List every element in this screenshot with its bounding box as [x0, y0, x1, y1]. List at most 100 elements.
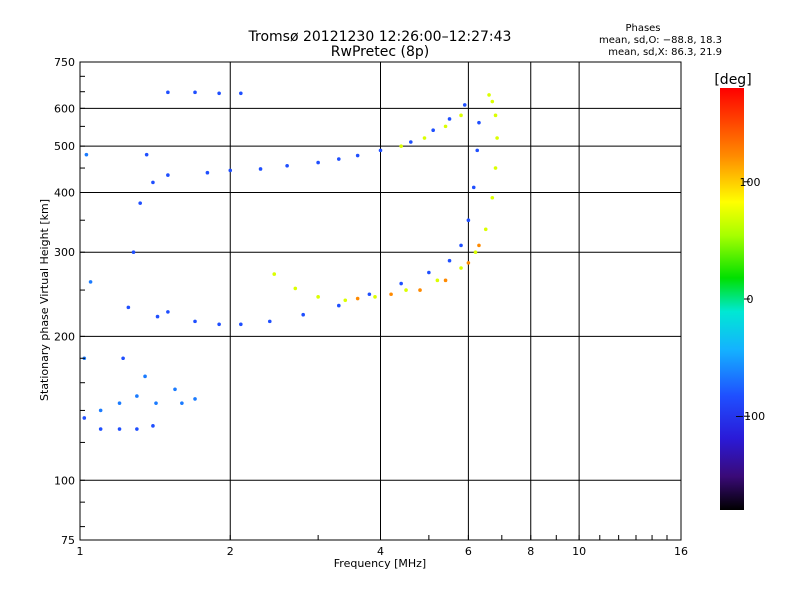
data-point: [166, 310, 170, 314]
data-point: [84, 152, 89, 157]
data-point: [144, 152, 149, 157]
data-point: [126, 305, 131, 310]
data-point: [355, 296, 360, 301]
y-tick-label: 200: [54, 330, 75, 343]
data-point: [399, 144, 403, 148]
data-point: [117, 401, 122, 405]
data-point: [473, 250, 478, 255]
y-ticks: 75 100 200 300 400 500 600 750: [54, 56, 85, 547]
stats-heading: Phases: [625, 23, 660, 34]
data-point: [193, 397, 197, 401]
data-point: [408, 140, 413, 144]
x-tick-label: 10: [572, 545, 586, 558]
data-point: [378, 148, 383, 153]
chart-title: Tromsø 20121230 12:26:00–12:27:43: [248, 29, 512, 45]
colorbar-label: [deg]: [714, 72, 751, 88]
y-tick-label: 750: [54, 56, 75, 69]
data-point: [483, 227, 488, 232]
data-point: [151, 180, 155, 185]
data-point: [267, 319, 272, 324]
stats-o-mode: mean, sd,O: −88.8, 18.3: [599, 35, 722, 46]
data-point: [373, 295, 377, 299]
x-axis-label: Frequency [MHz]: [334, 557, 426, 570]
data-point: [98, 427, 103, 431]
data-point: [443, 124, 448, 129]
data-point: [180, 401, 184, 405]
data-point: [462, 103, 467, 107]
data-point: [435, 278, 440, 283]
data-point: [493, 166, 498, 170]
data-point: [217, 91, 221, 96]
data-point: [193, 90, 197, 95]
colorbar-tick-label: −100: [735, 410, 765, 423]
x-tick-label: 16: [674, 545, 688, 558]
data-point: [117, 427, 122, 431]
data-point: [459, 113, 463, 118]
data-point: [217, 322, 221, 327]
data-point: [399, 281, 403, 286]
data-point: [404, 288, 408, 292]
data-point: [367, 292, 372, 297]
data-point: [495, 136, 499, 140]
data-point: [239, 91, 243, 96]
data-point: [143, 374, 147, 379]
data-point: [82, 416, 87, 420]
data-point: [166, 173, 170, 177]
data-point: [447, 117, 452, 121]
x-tick-label: 8: [527, 545, 534, 558]
data-point: [301, 312, 305, 317]
data-point: [316, 295, 320, 299]
data-point: [135, 394, 139, 398]
data-point: [258, 167, 263, 171]
data-point: [88, 280, 93, 284]
data-points: [82, 90, 499, 431]
y-tick-label: 400: [54, 186, 75, 199]
data-point: [155, 314, 160, 319]
data-point: [98, 408, 103, 413]
x-ticks: 1 2 4 6 8 10 16: [77, 535, 688, 558]
data-point: [337, 157, 341, 161]
data-point: [272, 272, 277, 276]
data-point: [205, 170, 210, 175]
data-point: [343, 298, 348, 303]
data-point: [293, 286, 298, 291]
data-point: [443, 278, 448, 283]
data-point: [355, 153, 360, 158]
x-tick-label: 1: [77, 545, 84, 558]
chart-subtitle: RwPretec (8p): [331, 44, 429, 60]
data-point: [459, 243, 463, 248]
data-point: [228, 168, 233, 173]
data-point: [487, 93, 491, 97]
data-point: [285, 163, 289, 168]
colorbar-tick-label: 100: [740, 176, 761, 189]
data-point: [477, 243, 481, 248]
stats-x-mode: mean, sd,X: 86.3, 21.9: [608, 47, 722, 58]
data-point: [151, 424, 155, 428]
data-point: [166, 90, 170, 95]
x-tick-label: 2: [227, 545, 234, 558]
data-point: [493, 113, 498, 118]
x-tick-label: 6: [465, 545, 472, 558]
data-point: [138, 201, 142, 205]
data-point: [490, 195, 495, 200]
data-point: [389, 292, 393, 297]
data-point: [173, 387, 177, 392]
data-point: [422, 136, 427, 140]
data-point: [337, 303, 341, 308]
y-tick-label: 600: [54, 102, 75, 115]
y-tick-label: 75: [61, 534, 75, 547]
data-point: [154, 401, 158, 405]
data-point: [471, 185, 476, 190]
data-point: [459, 266, 463, 270]
y-tick-label: 500: [54, 140, 75, 153]
x-tick-label: 4: [377, 545, 384, 558]
data-point: [121, 356, 125, 361]
data-point: [475, 148, 480, 153]
y-tick-label: 300: [54, 246, 75, 259]
data-point: [135, 427, 139, 431]
data-point: [477, 120, 481, 125]
data-point: [431, 128, 435, 132]
data-point: [466, 261, 471, 265]
colorbar-scale: [720, 88, 744, 510]
